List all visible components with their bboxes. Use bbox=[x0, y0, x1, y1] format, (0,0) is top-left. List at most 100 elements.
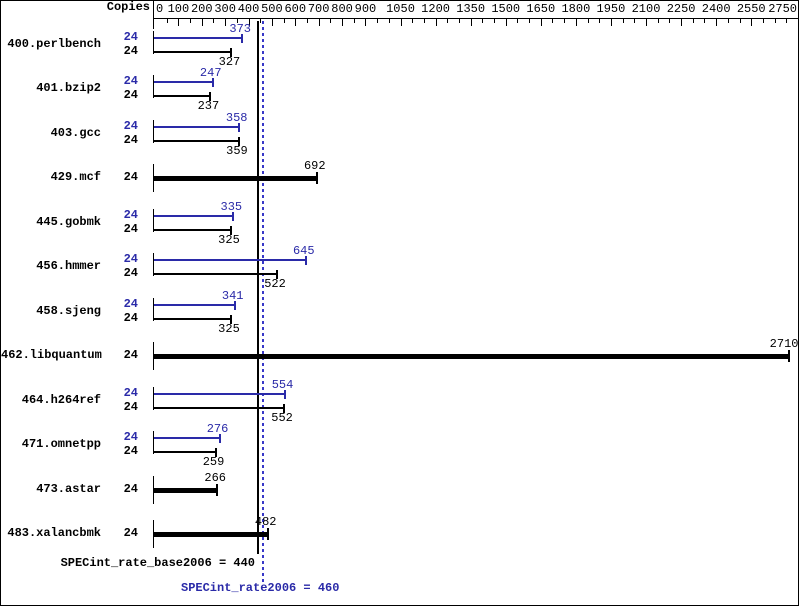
axis-major-tick bbox=[295, 19, 296, 26]
base-reference-line bbox=[257, 21, 259, 554]
peak-bar bbox=[154, 215, 234, 217]
axis-major-tick bbox=[506, 19, 507, 26]
axis-tick-label: 1500 bbox=[491, 2, 521, 16]
axis-minor-tick bbox=[213, 19, 214, 23]
axis-minor-tick bbox=[330, 19, 331, 23]
axis-tick-label: 1950 bbox=[596, 2, 626, 16]
base-bar bbox=[154, 51, 232, 53]
axis-minor-tick bbox=[775, 19, 776, 23]
axis-tick-label: 1200 bbox=[421, 2, 450, 16]
peak-bar-end-cap bbox=[233, 301, 236, 310]
axis-tick-label: 1650 bbox=[526, 2, 556, 16]
axis-minor-tick bbox=[167, 19, 168, 23]
peak-copies-value: 24 bbox=[123, 30, 138, 44]
peak-copies-value: 24 bbox=[123, 297, 138, 311]
axis-tick-label: 400 bbox=[237, 2, 260, 16]
peak-bar bbox=[154, 437, 220, 439]
peak-bar bbox=[154, 37, 243, 39]
axis-major-tick bbox=[646, 19, 647, 26]
base-copies-value: 24 bbox=[123, 222, 138, 236]
axis-major-tick bbox=[178, 19, 179, 26]
base-value-label: 522 bbox=[264, 277, 286, 291]
group-start-tick bbox=[153, 342, 154, 370]
axis-minor-tick bbox=[389, 19, 390, 23]
axis-major-tick bbox=[716, 19, 717, 26]
axis-tick-label: 0 bbox=[156, 2, 164, 16]
axis-minor-tick bbox=[517, 19, 518, 23]
base-bar bbox=[154, 451, 216, 453]
axis-tick-label: 900 bbox=[354, 2, 377, 16]
base-bar bbox=[154, 229, 231, 231]
peak-bar-end-cap bbox=[211, 78, 214, 87]
axis-tick-label: 300 bbox=[214, 2, 236, 16]
axis-major-tick bbox=[319, 19, 320, 26]
group-start-tick bbox=[153, 298, 154, 321]
bar-value-label: 266 bbox=[204, 471, 226, 485]
peak-reference-line bbox=[262, 21, 264, 582]
axis-major-tick bbox=[272, 19, 273, 26]
base-value-label: 325 bbox=[218, 233, 240, 247]
axis-separator-line bbox=[153, 1, 154, 29]
axis-major-tick bbox=[611, 19, 612, 26]
peak-value-label: 358 bbox=[225, 111, 248, 125]
base-copies-value: 24 bbox=[123, 311, 138, 325]
axis-minor-tick bbox=[634, 19, 635, 23]
peak-bar bbox=[154, 81, 213, 83]
peak-bar bbox=[154, 304, 235, 306]
axis-tick-label: 2750 bbox=[768, 2, 797, 16]
axis-tick-label: 2550 bbox=[736, 2, 766, 16]
axis-minor-tick bbox=[623, 19, 624, 23]
group-start-tick bbox=[153, 387, 154, 410]
peak-copies-value: 24 bbox=[123, 208, 138, 222]
peak-bar bbox=[154, 393, 285, 395]
axis-minor-tick bbox=[763, 19, 764, 23]
axis-major-tick bbox=[401, 19, 402, 26]
copies-value: 24 bbox=[123, 482, 138, 496]
peak-value-label: 554 bbox=[271, 378, 294, 392]
axis-major-tick bbox=[202, 19, 203, 26]
benchmark-label: 458.sjeng bbox=[36, 304, 101, 318]
group-start-tick bbox=[153, 31, 154, 54]
axis-minor-tick bbox=[786, 19, 787, 23]
peak-value-label: 645 bbox=[292, 244, 315, 258]
base-copies-value: 24 bbox=[123, 88, 138, 102]
group-start-tick bbox=[153, 476, 154, 504]
axis-minor-tick bbox=[260, 19, 261, 23]
base-bar-end-cap bbox=[209, 92, 212, 101]
axis-tick-label: 800 bbox=[331, 2, 353, 16]
benchmark-label: 429.mcf bbox=[50, 170, 101, 184]
axis-minor-tick bbox=[704, 19, 705, 23]
axis-minor-tick bbox=[552, 19, 553, 23]
axis-minor-tick bbox=[740, 19, 741, 23]
axis-minor-tick bbox=[529, 19, 530, 23]
base-copies-value: 24 bbox=[123, 444, 138, 458]
peak-bar-end-cap bbox=[304, 256, 307, 265]
axis-tick-label: 100 bbox=[167, 2, 190, 16]
base-peak-bar bbox=[154, 532, 268, 537]
axis-minor-tick bbox=[190, 19, 191, 23]
base-copies-value: 24 bbox=[123, 400, 138, 414]
peak-bar bbox=[154, 259, 306, 261]
base-copies-value: 24 bbox=[123, 266, 138, 280]
base-bar bbox=[154, 407, 285, 409]
group-start-tick bbox=[153, 164, 154, 192]
axis-major-tick bbox=[365, 19, 366, 26]
axis-tick-label: 700 bbox=[307, 2, 330, 16]
bar-end-cap bbox=[266, 528, 269, 540]
base-summary-text: SPECint_rate_base2006 = 440 bbox=[60, 556, 255, 570]
axis-minor-tick bbox=[354, 19, 355, 23]
base-value-label: 327 bbox=[218, 55, 241, 69]
axis-minor-tick bbox=[424, 19, 425, 23]
peak-value-label: 335 bbox=[220, 200, 243, 214]
axis-major-tick bbox=[681, 19, 682, 26]
bar-value-label: 482 bbox=[254, 515, 277, 529]
peak-copies-value: 24 bbox=[123, 74, 138, 88]
base-bar-end-cap bbox=[229, 315, 232, 324]
axis-tick-label: 1800 bbox=[561, 2, 591, 16]
peak-value-label: 247 bbox=[199, 66, 222, 80]
peak-bar bbox=[154, 126, 239, 128]
group-start-tick bbox=[153, 520, 154, 548]
base-peak-bar bbox=[154, 488, 218, 493]
base-value-label: 359 bbox=[226, 144, 248, 158]
group-start-tick bbox=[153, 209, 154, 232]
